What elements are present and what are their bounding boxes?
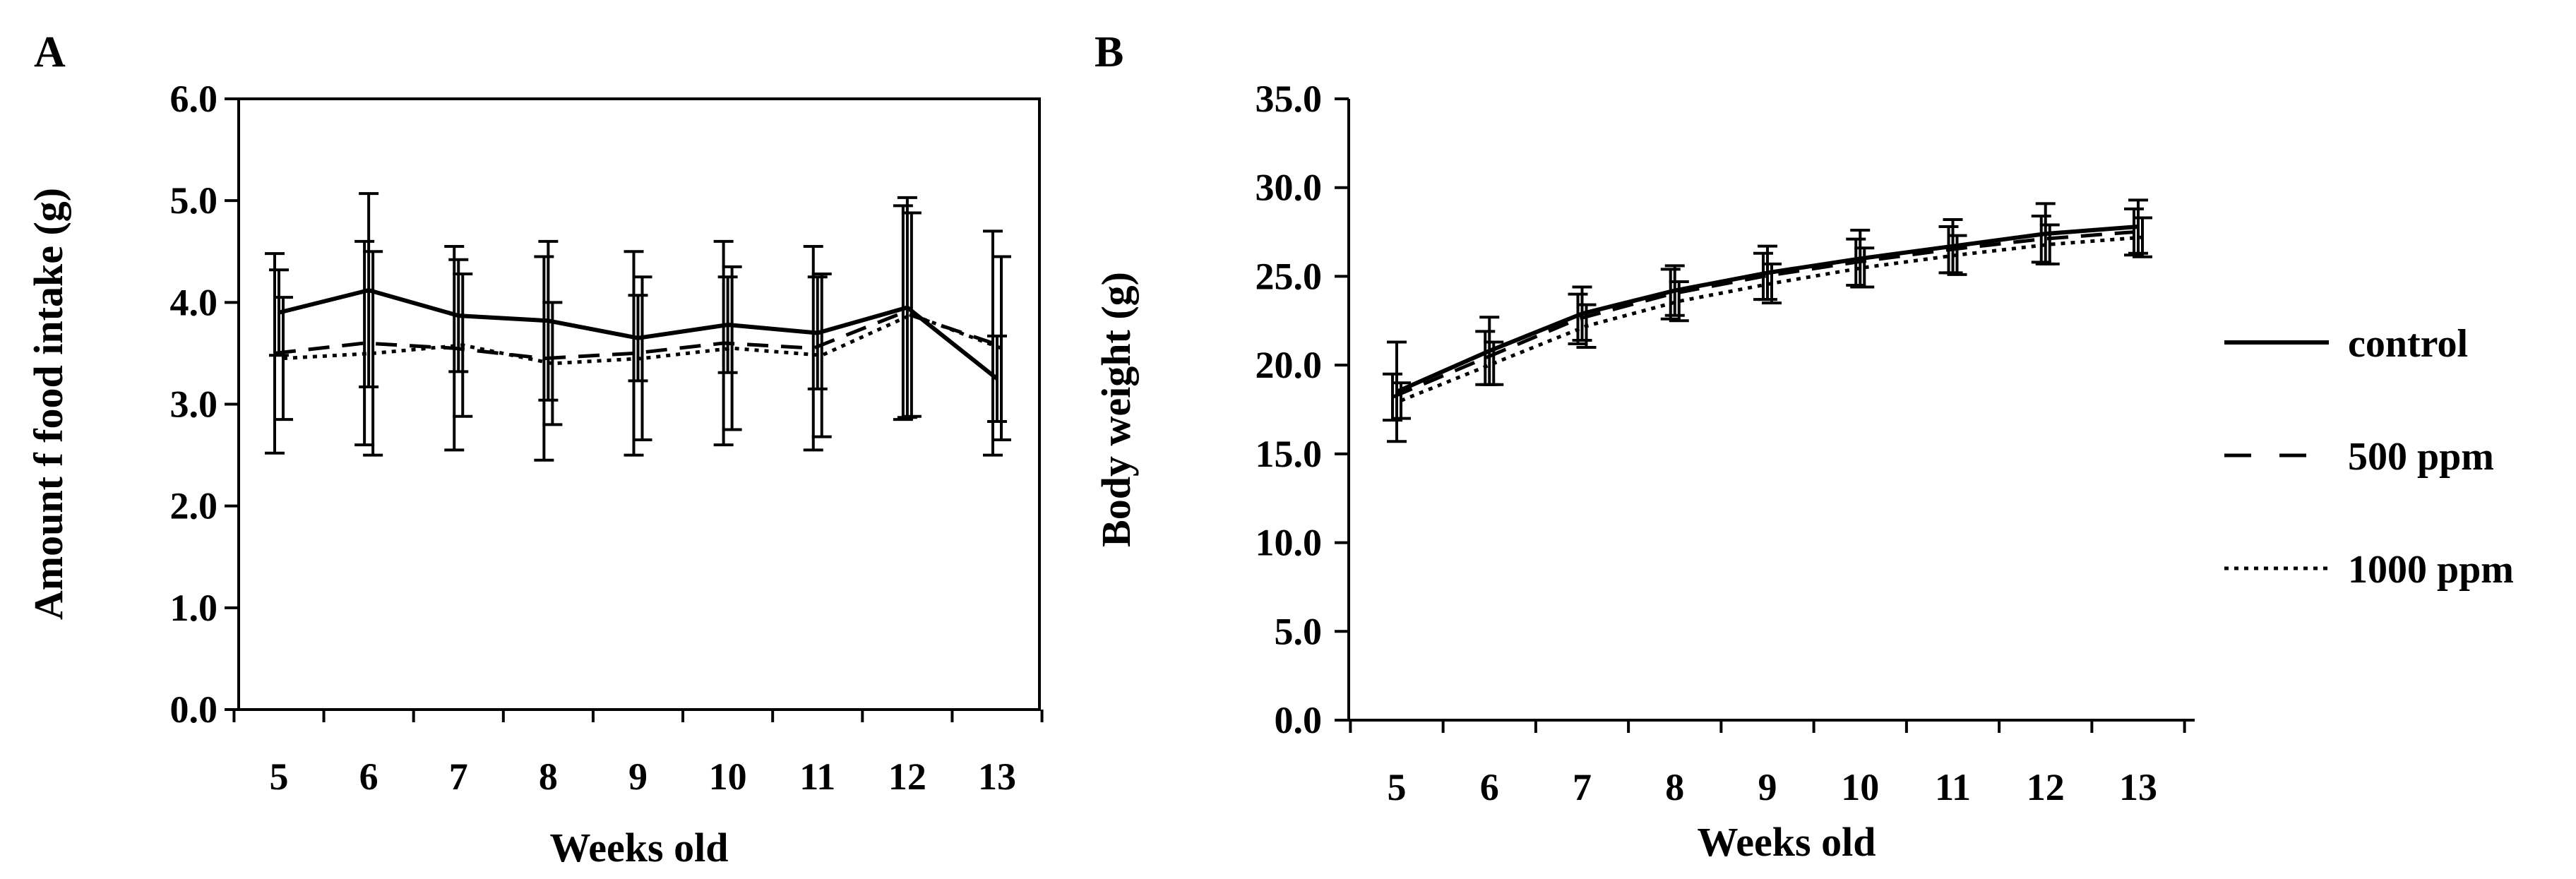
x-tick-label: 9: [1758, 766, 1777, 808]
error-bars-500-ppm: [1383, 207, 2144, 422]
series-line-control: [278, 288, 998, 381]
x-tick-label: 8: [1665, 766, 1684, 808]
panel-a-y-ticks: 0.0 1.0 2.0 3.0 4.0 5.0 6.0: [170, 78, 239, 731]
x-tick-label: 7: [449, 755, 468, 798]
panel-b-chart: B 0.0 5.0 10.0 15.0 20.0 25.0 30.0 35.0 5 6 7 8 9 10…: [1093, 28, 2195, 865]
y-tick-label: 1.0: [170, 587, 218, 629]
series-line-control: [1395, 225, 2139, 394]
legend-label: control: [2348, 322, 2468, 366]
x-tick-label: 7: [1573, 766, 1592, 808]
x-tick-label: 13: [978, 755, 1016, 798]
panel-b-x-ticks: 5 6 7 8 9 10 11 12 13: [1349, 720, 2186, 808]
y-tick-label: 6.0: [170, 78, 218, 120]
x-tick-label: 10: [1841, 766, 1879, 808]
x-tick-label: 6: [359, 755, 378, 798]
y-tick-label: 20.0: [1256, 344, 1323, 386]
series-line-1000-ppm: [282, 313, 1002, 366]
y-tick-label: 15.0: [1256, 433, 1323, 475]
y-tick-label: 5.0: [170, 179, 218, 222]
panel-a-letter: A: [34, 28, 66, 76]
panel-a-series: [265, 192, 1011, 462]
x-tick-label: 5: [1388, 766, 1407, 808]
x-tick-label: 12: [888, 755, 926, 798]
error-bars-1000-ppm: [1391, 216, 2152, 420]
x-tick-label: 10: [709, 755, 747, 798]
y-tick-label: 30.0: [1256, 167, 1323, 209]
y-tick-label: 2.0: [170, 485, 218, 527]
y-tick-label: 0.0: [170, 688, 218, 731]
panel-a-chart: A 0.0 1.0 2.0 3.0 4.0 5.0 6.0 5 6 7 8 9 10 11 12 13 Am…: [25, 28, 1044, 871]
panel-b-series: [1383, 198, 2152, 443]
x-tick-label: 6: [1480, 766, 1499, 808]
legend-label: 1000 ppm: [2348, 548, 2514, 592]
x-tick-label: 11: [799, 755, 835, 798]
panel-b-letter: B: [1095, 28, 1123, 76]
panel-a-x-axis-title: Weeks old: [550, 825, 729, 871]
panel-b-x-axis-title: Weeks old: [1698, 819, 1876, 865]
x-tick-label: 9: [628, 755, 648, 798]
series-line-1000-ppm: [1400, 235, 2143, 402]
x-tick-label: 12: [2027, 766, 2065, 808]
panel-a-y-axis-title: Amount f food intake (g): [25, 188, 71, 620]
panel-a-x-ticks: 5 6 7 8 9 10 11 12 13: [232, 710, 1044, 798]
panel-a-plot-frame: [237, 97, 1041, 711]
x-tick-label: 11: [1935, 766, 1971, 808]
y-tick-label: 25.0: [1256, 255, 1323, 297]
x-tick-label: 13: [2119, 766, 2157, 808]
y-tick-label: 5.0: [1275, 610, 1323, 652]
x-tick-label: 5: [270, 755, 289, 798]
y-tick-label: 4.0: [170, 281, 218, 323]
y-tick-label: 10.0: [1256, 522, 1323, 564]
y-tick-label: 3.0: [170, 383, 218, 426]
legend: control 500 ppm 1000 ppm: [2224, 322, 2514, 592]
series-line-500-ppm: [274, 311, 994, 361]
series-line-500-ppm: [1392, 230, 2135, 399]
error-bars-500-ppm: [265, 204, 1003, 462]
y-tick-label: 0.0: [1275, 699, 1323, 741]
panel-b-y-ticks: 0.0 5.0 10.0 15.0 20.0 25.0 30.0 35.0: [1256, 78, 1349, 741]
y-tick-label: 35.0: [1256, 78, 1323, 120]
legend-label: 500 ppm: [2348, 435, 2494, 479]
error-bars-control: [269, 192, 1007, 424]
x-tick-label: 8: [539, 755, 558, 798]
panel-b-y-axis-title: Body weight (g): [1093, 272, 1139, 547]
